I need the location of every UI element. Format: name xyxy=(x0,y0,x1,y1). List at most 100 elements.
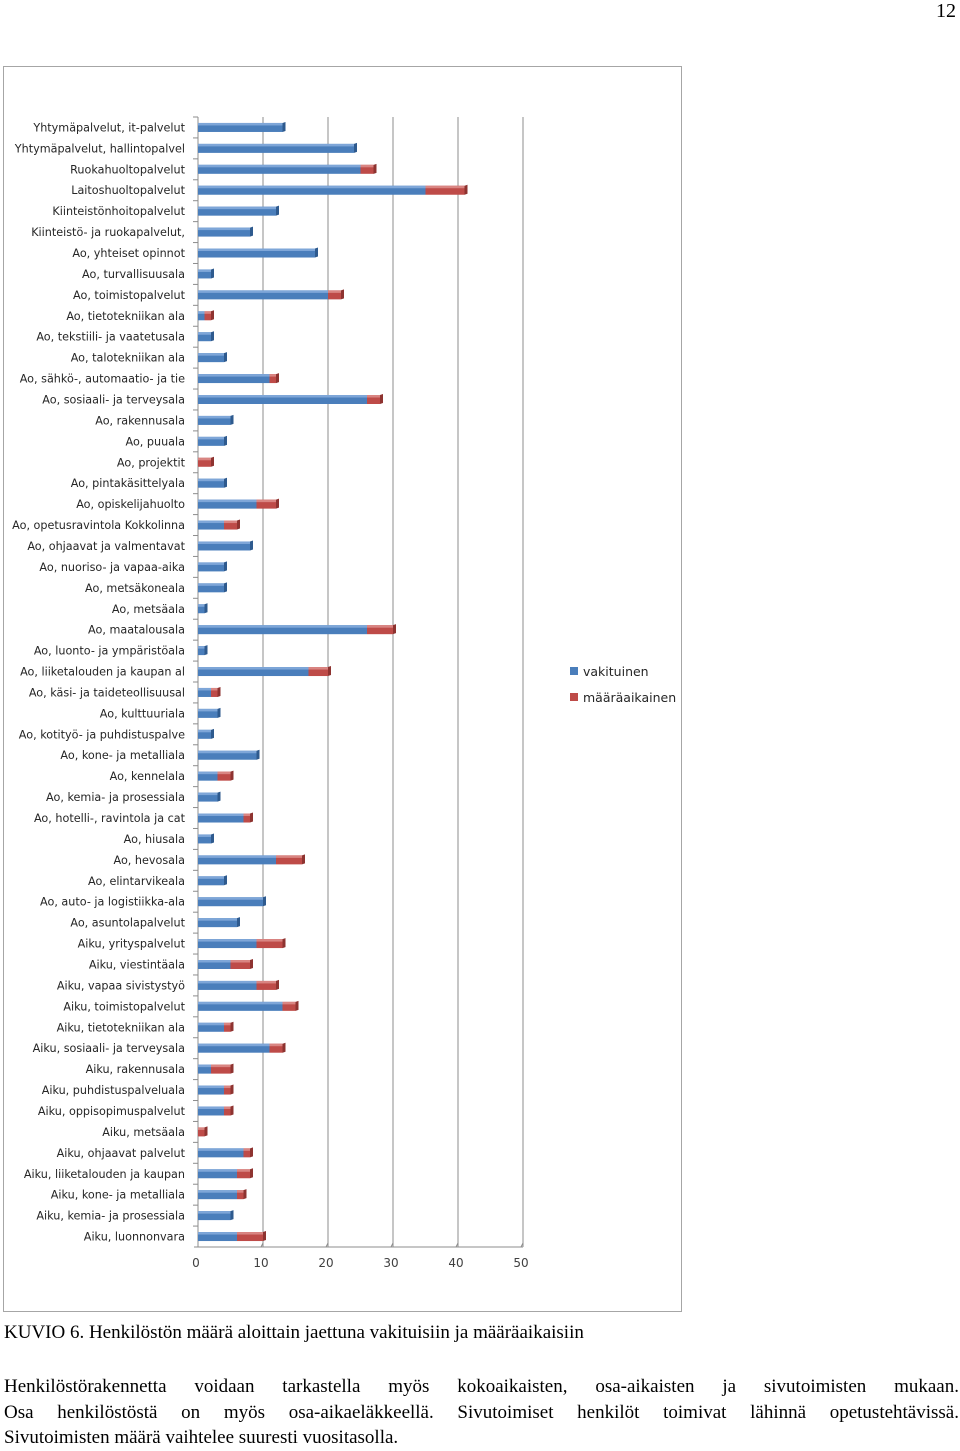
bar-end-cap xyxy=(224,435,227,446)
category-label: Aiku, oppisopimuspalvelut xyxy=(38,1105,186,1118)
bar-vakituinen-top xyxy=(198,415,231,419)
bar-end-cap xyxy=(276,979,279,990)
bar-maaraaikainen-top xyxy=(256,980,276,984)
category-label: Aiku, viestintäala xyxy=(89,959,185,972)
bar-end-cap xyxy=(250,1147,253,1158)
bar-end-cap xyxy=(373,163,377,174)
bar-vakituinen xyxy=(198,792,218,802)
bar-vakituinen xyxy=(198,876,224,886)
bar-end-cap xyxy=(224,352,227,363)
bar-vakituinen xyxy=(198,122,283,132)
bar-end-cap xyxy=(204,645,208,656)
bar-vakituinen-top xyxy=(198,395,367,398)
category-label: Aiku, sosiaali- ja terveysala xyxy=(33,1042,185,1055)
category-label: Ao, toimistopalvelut xyxy=(73,289,186,302)
bar-maaraaikainen xyxy=(224,520,237,530)
bar-end-cap xyxy=(230,1105,234,1116)
bar-maaraaikainen-top xyxy=(230,960,250,963)
gridline-depth xyxy=(455,1242,459,1248)
category-label: Aiku, tietotekniikan ala xyxy=(57,1021,185,1034)
bar-end-cap xyxy=(211,268,214,279)
bar-maaraaikainen xyxy=(425,185,465,195)
bar-vakituinen-top xyxy=(198,1001,283,1005)
x-tick-label: 10 xyxy=(253,1256,268,1270)
bar-maaraaikainen xyxy=(211,687,218,697)
bar-maaraaikainen xyxy=(360,164,374,174)
bar-vakituinen xyxy=(198,604,205,614)
bar-vakituinen-top xyxy=(198,374,270,377)
bar-end-cap xyxy=(302,854,305,865)
category-label: Ao, pintakäsittelyala xyxy=(71,477,185,490)
bar-maaraaikainen-top xyxy=(367,395,380,398)
category-label: Ao, auto- ja logistiikka-ala xyxy=(40,896,185,909)
bar-end-cap xyxy=(354,142,357,153)
bar-end-cap xyxy=(243,1189,247,1200)
bar-end-cap xyxy=(237,519,240,530)
bar-vakituinen-top xyxy=(198,143,354,147)
bar-maaraaikainen xyxy=(230,960,250,969)
bar-vakituinen-top xyxy=(198,708,218,712)
bar-maaraaikainen xyxy=(256,939,283,949)
bar-maaraaikainen-top xyxy=(425,185,465,189)
category-label: Yhtymäpalvelut, it-palvelut xyxy=(32,121,185,134)
bar-vakituinen xyxy=(198,855,276,865)
bar-vakituinen-top xyxy=(198,248,315,252)
bar-vakituinen xyxy=(198,708,218,718)
gridline-depth xyxy=(260,1242,264,1248)
category-label: Aiku, metsäala xyxy=(102,1126,185,1139)
body-paragraph: Henkilöstörakennetta voidaan tarkastella… xyxy=(4,1374,959,1451)
x-tick-label: 50 xyxy=(513,1256,528,1270)
bar-end-cap xyxy=(328,666,331,677)
category-label: Aiku, vapaa sivistystyö xyxy=(57,979,185,992)
bar-vakituinen xyxy=(198,227,250,237)
bar-vakituinen xyxy=(198,185,426,195)
bar-vakituinen-top xyxy=(198,604,205,607)
bar-vakituinen xyxy=(198,1106,224,1116)
bar-vakituinen xyxy=(198,562,224,572)
figure-caption: KUVIO 6. Henkilöstön määrä aloittain jae… xyxy=(4,1322,584,1343)
bar-maaraaikainen xyxy=(198,457,211,467)
category-label: Ao, liiketalouden ja kaupan al xyxy=(20,666,185,679)
bar-maaraaikainen xyxy=(269,374,276,384)
bar-end-cap xyxy=(204,1126,208,1137)
bar-vakituinen xyxy=(198,248,315,258)
bar-vakituinen xyxy=(198,1022,224,1032)
bar-vakituinen-top xyxy=(198,1211,231,1214)
category-label: Aiku, toimistopalvelut xyxy=(63,1000,185,1013)
bar-vakituinen xyxy=(198,290,328,300)
bar-vakituinen-top xyxy=(198,667,309,670)
bar-vakituinen-top xyxy=(198,1232,237,1235)
bar-end-cap xyxy=(464,184,468,195)
bar-vakituinen xyxy=(198,311,205,321)
bar-vakituinen xyxy=(198,520,224,530)
bar-vakituinen-top xyxy=(198,834,211,837)
bar-end-cap xyxy=(282,1042,286,1053)
bar-maaraaikainen-top xyxy=(224,1085,231,1089)
bar-end-cap xyxy=(217,686,221,697)
category-label: Ao, opiskelijahuolto xyxy=(76,498,185,511)
bar-end-cap xyxy=(380,394,383,404)
bar-maaraaikainen-top xyxy=(243,1148,250,1151)
bar-vakituinen-top xyxy=(198,646,205,649)
bar-end-cap xyxy=(250,959,253,969)
bar-vakituinen xyxy=(198,1190,237,1200)
bar-vakituinen-top xyxy=(198,227,250,231)
bar-vakituinen-top xyxy=(198,1022,224,1026)
bar-maaraaikainen xyxy=(198,1127,205,1137)
legend-swatch xyxy=(570,693,578,701)
category-label: Ao, projektit xyxy=(117,456,186,469)
bar-maaraaikainen xyxy=(282,1001,296,1011)
bar-end-cap xyxy=(282,121,286,132)
bar-vakituinen xyxy=(198,1064,211,1074)
bar-vakituinen xyxy=(198,625,367,635)
bar-vakituinen xyxy=(198,980,257,990)
gridline-depth xyxy=(390,1242,394,1248)
bar-vakituinen xyxy=(198,1169,237,1179)
category-label: Yhtymäpalvelut, hallintopalvel xyxy=(14,142,185,155)
category-label: Ao, puuala xyxy=(125,435,185,448)
bar-maaraaikainen xyxy=(224,1022,231,1032)
bar-vakituinen xyxy=(198,269,211,279)
category-label: Ao, rakennusala xyxy=(95,414,185,427)
bar-vakituinen xyxy=(198,1085,224,1095)
bar-maaraaikainen-top xyxy=(211,1064,231,1068)
